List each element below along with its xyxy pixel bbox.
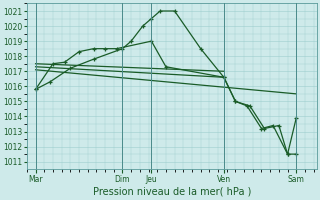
X-axis label: Pression niveau de la mer( hPa ): Pression niveau de la mer( hPa ): [92, 187, 251, 197]
